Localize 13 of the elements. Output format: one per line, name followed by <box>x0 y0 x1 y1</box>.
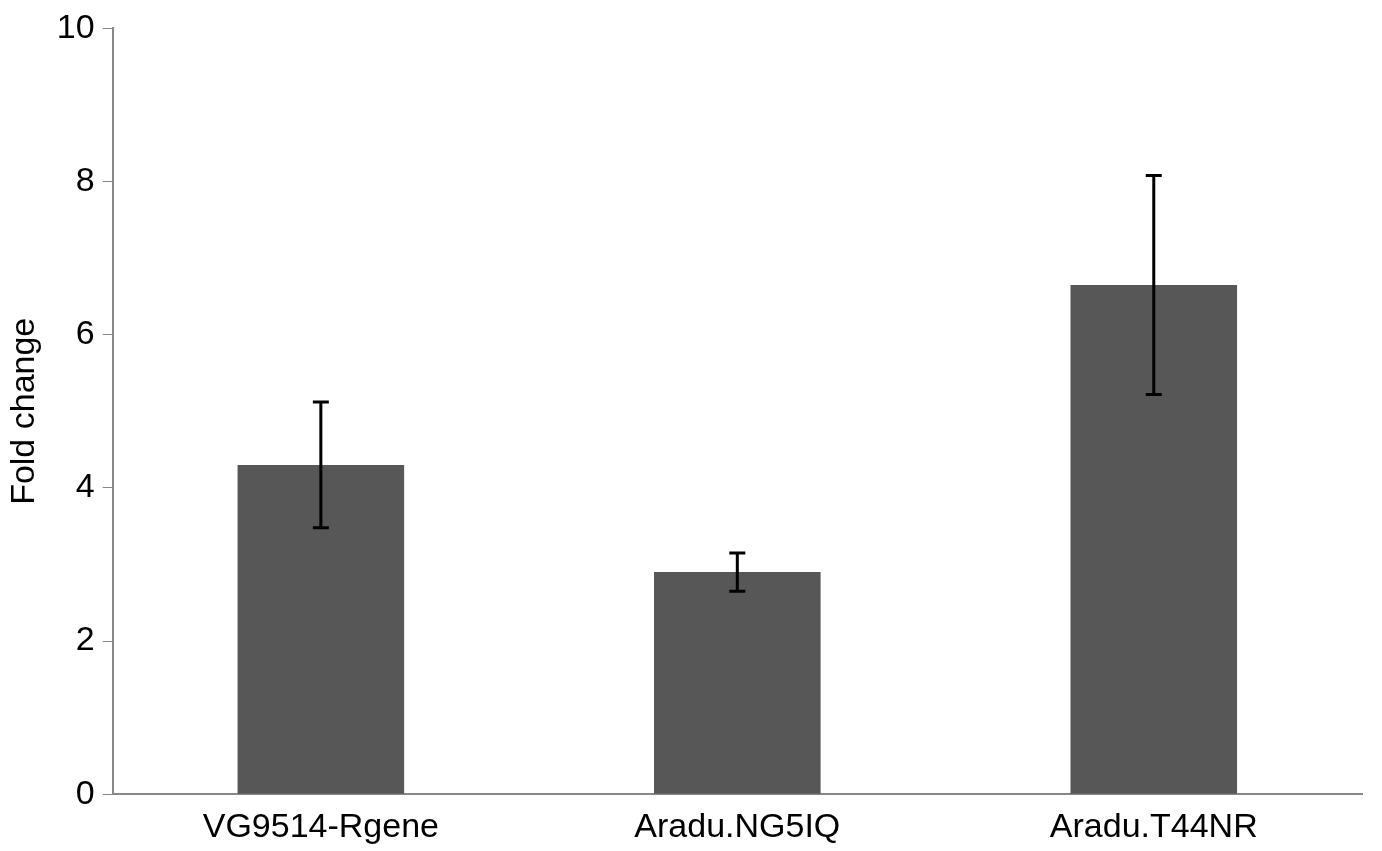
x-tick-label: VG9514-Rgene <box>202 805 439 844</box>
y-tick-label: 6 <box>75 313 95 352</box>
y-tick-label: 10 <box>56 6 95 45</box>
y-axis-title: Fold change <box>2 317 41 505</box>
y-tick-label: 2 <box>75 619 95 658</box>
y-tick-label: 0 <box>75 772 95 811</box>
y-tick-label: 4 <box>75 466 95 505</box>
bar <box>654 572 821 794</box>
x-tick-label: Aradu.T44NR <box>1049 805 1258 844</box>
x-tick-label: Aradu.NG5IQ <box>634 805 841 844</box>
bar <box>237 464 405 794</box>
bar <box>1070 284 1238 794</box>
y-tick-label: 8 <box>75 159 95 198</box>
